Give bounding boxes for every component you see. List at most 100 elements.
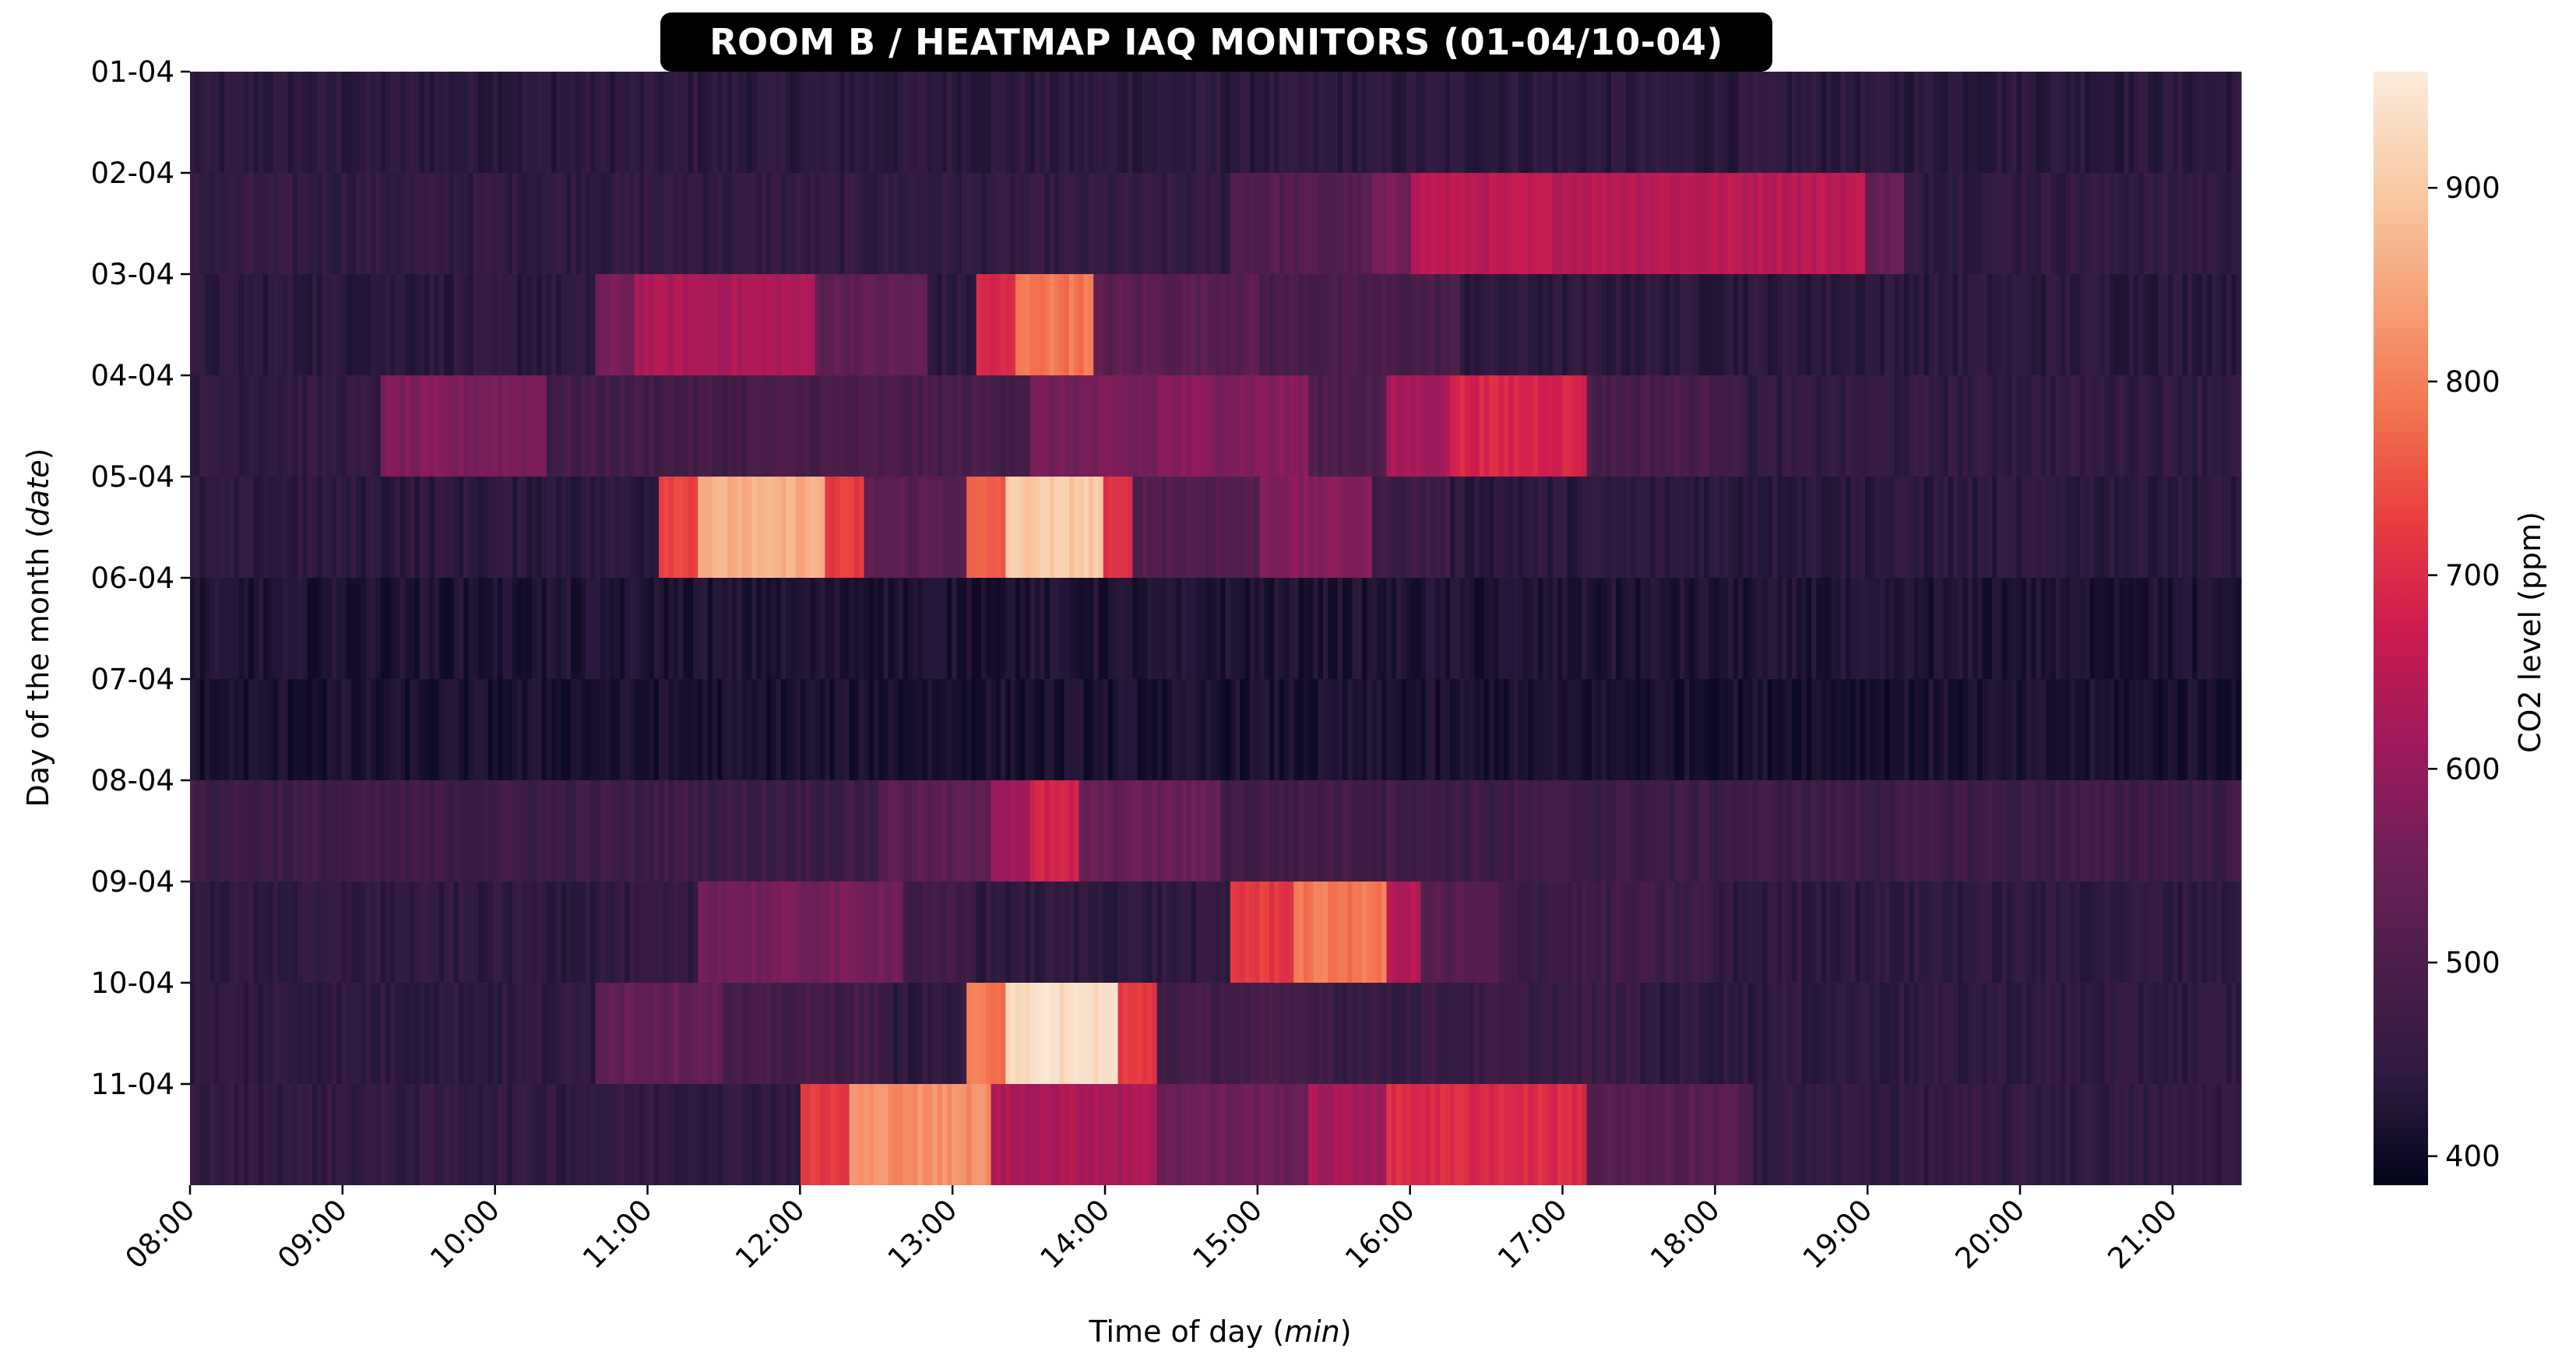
heatmap-cell [1889,173,1895,274]
heatmap-cell [1025,578,1031,679]
heatmap-cell [1391,578,1397,679]
heatmap-cell [1195,679,1202,780]
heatmap-cell [2192,679,2198,780]
heatmap-cell [2153,983,2159,1084]
heatmap-cell [1279,477,1285,578]
heatmap-cell [1283,578,1290,679]
heatmap-cell [947,1084,952,1185]
heatmap-cell [1997,882,2003,983]
heatmap-cell [2119,882,2125,983]
heatmap-cell [2109,72,2115,173]
heatmap-cell [1562,578,1568,679]
heatmap-cell [1352,1084,1358,1185]
heatmap-cell [1352,578,1358,679]
heatmap-cell [1919,1084,1924,1185]
heatmap-cell [698,477,704,578]
heatmap-cell [2085,375,2091,477]
heatmap-cell [438,780,445,882]
heatmap-cell [292,882,298,983]
heatmap-cell [976,578,982,679]
heatmap-cell [2119,477,2125,578]
heatmap-cell [238,72,245,173]
heatmap-cell [1528,983,1534,1084]
heatmap-cell [1689,72,1695,173]
heatmap-cell [2036,72,2042,173]
heatmap-cell [1962,983,1969,1084]
heatmap-cell [927,477,933,578]
heatmap-cell [1567,882,1573,983]
heatmap-cell [449,679,455,780]
heatmap-cell [1352,780,1358,882]
heatmap-cell [1547,477,1554,578]
heatmap-cell [2104,173,2110,274]
heatmap-cell [614,477,621,578]
heatmap-cell [243,274,249,375]
heatmap-cell [1752,1084,1758,1185]
heatmap-cell [1948,578,1954,679]
heatmap-cell [1128,72,1133,173]
heatmap-cell [1430,477,1436,578]
heatmap-cell [317,477,322,578]
heatmap-cell [487,1084,494,1185]
heatmap-cell [1459,1084,1466,1185]
heatmap-cell [1659,1084,1666,1185]
heatmap-cell [1562,375,1568,477]
heatmap-cell [1137,274,1143,375]
heatmap-cell [1103,274,1109,375]
heatmap-cell [659,983,664,1084]
heatmap-cell [458,173,464,274]
heatmap-cell [707,72,713,173]
heatmap-cell [2031,274,2037,375]
heatmap-cell [1655,274,1661,375]
heatmap-cell [2055,72,2061,173]
heatmap-cell [1596,173,1603,274]
heatmap-cell [1543,679,1549,780]
heatmap-cell [614,1084,621,1185]
heatmap-cell [625,983,631,1084]
heatmap-cell [1322,578,1328,679]
heatmap-cell [761,274,767,375]
heatmap-cell [629,477,635,578]
heatmap-cell [1235,882,1240,983]
heatmap-cell [512,274,518,375]
heatmap-cell [517,477,523,578]
heatmap-cell [829,578,836,679]
heatmap-cell [786,780,791,882]
x-tick-label: 09:00 [271,1193,354,1276]
heatmap-cell [1840,173,1846,274]
heatmap-cell [1195,173,1202,274]
heatmap-cell [1371,173,1378,274]
heatmap-cell [786,477,791,578]
heatmap-cell [815,477,821,578]
heatmap-cell [986,679,992,780]
heatmap-cell [625,274,631,375]
heatmap-cell [1816,679,1822,780]
heatmap-cell [2011,173,2018,274]
x-tick-label: 15:00 [1186,1193,1269,1276]
heatmap-cell [1723,882,1730,983]
heatmap-cell [1571,882,1578,983]
heatmap-cell [1406,780,1412,882]
heatmap-cell [292,173,298,274]
heatmap-cell [2040,882,2046,983]
heatmap-cell [1249,274,1255,375]
heatmap-cell [2236,983,2242,1084]
heatmap-cell [1167,375,1173,477]
heatmap-cell [941,780,948,882]
heatmap-cell [253,679,259,780]
heatmap-cell [761,1084,767,1185]
heatmap-cell [917,274,924,375]
heatmap-cell [1450,72,1455,173]
heatmap-cell [1205,274,1212,375]
heatmap-cell [898,679,904,780]
heatmap-cell [1933,274,1939,375]
heatmap-cell [365,274,371,375]
heatmap-cell [1860,983,1866,1084]
heatmap-cell [546,274,552,375]
heatmap-cell [1884,1084,1891,1185]
heatmap-cell [1293,1084,1300,1185]
heatmap-cell [683,578,689,679]
heatmap-cell [565,72,572,173]
heatmap-cell [941,882,948,983]
heatmap-cell [1992,882,1998,983]
